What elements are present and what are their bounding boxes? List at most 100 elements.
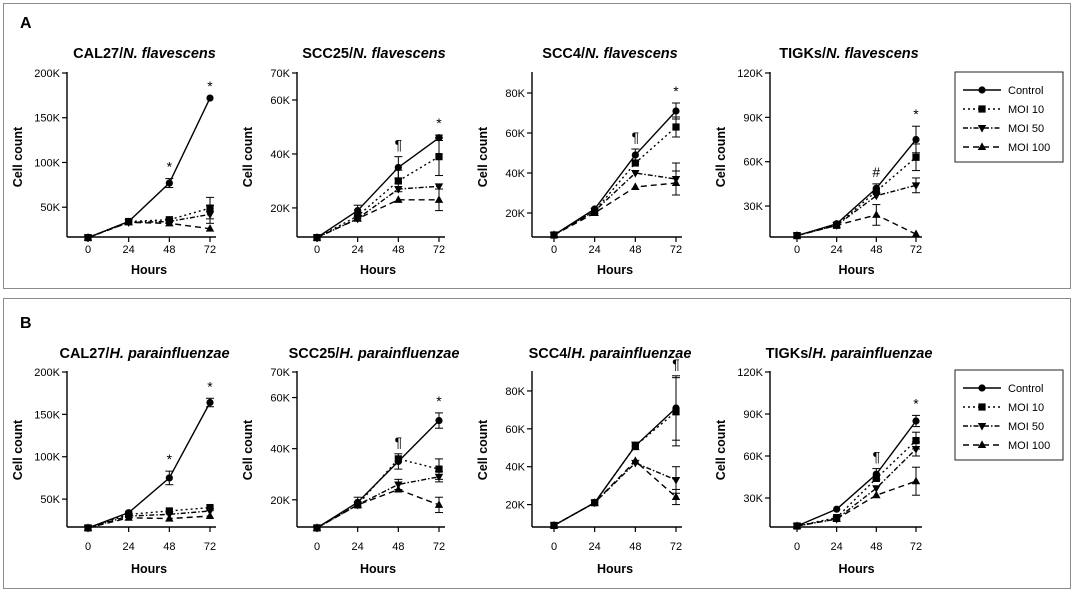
data-point — [833, 505, 841, 513]
data-point — [832, 514, 841, 522]
x-axis-label: Hours — [360, 263, 396, 277]
legend-marker — [978, 384, 986, 392]
y-tick-label: 80K — [505, 386, 525, 398]
x-tick-label: 24 — [831, 244, 843, 256]
series-moi-50 — [792, 441, 921, 531]
legend-item-moi-50: MOI 50 — [963, 421, 1044, 433]
series-line — [316, 137, 440, 239]
data-point — [671, 492, 681, 501]
series-line — [553, 182, 677, 236]
series-moi-10 — [84, 196, 214, 242]
data-point — [631, 442, 639, 450]
chart-title-cell: TIGKs/ — [766, 346, 813, 362]
data-point — [872, 474, 880, 482]
legend-marker — [978, 403, 986, 411]
x-tick-label: 24 — [123, 541, 135, 553]
legend-label: MOI 50 — [1008, 421, 1044, 433]
data-point — [312, 233, 322, 241]
series-line — [87, 402, 211, 529]
series-line — [796, 480, 917, 527]
y-tick-label: 30K — [743, 201, 763, 213]
y-tick-label: 60K — [270, 393, 290, 405]
series-control — [313, 412, 443, 532]
legend-marker — [978, 86, 986, 94]
data-point — [631, 151, 639, 159]
legend-item-moi-10: MOI 10 — [963, 104, 1044, 116]
data-point — [671, 178, 681, 186]
data-point — [672, 408, 680, 416]
x-tick-label: 48 — [392, 244, 404, 256]
x-axis-label: Hours — [597, 263, 633, 277]
y-tick-label: 40K — [505, 168, 525, 180]
series-control — [793, 125, 920, 240]
series-line — [87, 515, 211, 529]
series-moi-10 — [550, 377, 680, 530]
significance-marker: ¶ — [395, 137, 403, 153]
series-moi-100 — [83, 217, 215, 241]
panel-b-label: B — [20, 315, 32, 332]
series-line — [87, 506, 211, 529]
y-axis-label: Cell count — [476, 126, 490, 187]
chart-title-species: H. parainfluenzae — [571, 346, 691, 362]
data-point — [435, 465, 443, 473]
series-line — [796, 214, 917, 237]
data-point — [911, 229, 921, 238]
data-point — [912, 135, 920, 144]
series-moi-100 — [549, 170, 681, 238]
x-tick-label: 72 — [910, 541, 922, 553]
data-point — [83, 233, 93, 241]
significance-marker: * — [167, 451, 173, 467]
significance-marker: # — [872, 164, 880, 180]
y-tick-label: 20K — [505, 500, 525, 512]
chart-title: SCC4/N. flavescens — [542, 46, 677, 62]
x-axis-label: Hours — [360, 562, 396, 576]
significance-marker: * — [207, 378, 213, 394]
series-line — [796, 139, 917, 237]
series-line — [553, 110, 677, 236]
data-point — [590, 498, 599, 506]
series-control — [84, 94, 214, 242]
x-tick-label: 48 — [392, 541, 404, 553]
data-point — [206, 503, 214, 512]
y-tick-label: 60K — [270, 95, 290, 107]
significance-marker: ¶ — [672, 356, 680, 372]
legend-marker — [977, 423, 987, 431]
data-point — [549, 230, 559, 238]
chart-title-cell: CAL27/ — [59, 346, 109, 362]
legend-label: MOI 50 — [1008, 123, 1044, 135]
significance-marker: ¶ — [395, 434, 403, 450]
y-tick-label: 30K — [743, 493, 763, 505]
chart-title: SCC4/H. parainfluenzae — [529, 346, 692, 362]
series-line — [796, 420, 917, 527]
x-axis-label: Hours — [597, 562, 633, 576]
data-point — [206, 398, 214, 407]
chart-scc25-b: SCC25/H. parainfluenzae 20K 40K 60K 70K 0 24 48… — [241, 346, 459, 576]
series-moi-10 — [793, 431, 920, 530]
chart-scc4-b: SCC4/H. parainfluenzae 20K 40K 60K 80K 0 24 48 7… — [476, 346, 691, 576]
x-tick-label: 72 — [433, 244, 445, 256]
chart-title-species: H. parainfluenzae — [339, 346, 459, 362]
chart-tigks-a: TIGKs/N. flavescens 30K 60K 90K 120K 0 24 48 72 H… — [714, 46, 922, 277]
data-point — [911, 446, 921, 454]
chart-scc4-a: SCC4/N. flavescens 20K 40K 60K 80K 0 24 48 72 Hou… — [476, 46, 682, 277]
data-point — [394, 177, 402, 185]
y-tick-label: 50K — [40, 202, 60, 214]
data-point — [792, 231, 802, 239]
data-point — [165, 218, 174, 227]
chart-title-cell: SCC4/ — [542, 46, 585, 62]
x-tick-label: 0 — [85, 244, 91, 256]
data-point — [549, 520, 559, 529]
series-line — [553, 172, 677, 236]
y-axis-label: Cell count — [714, 126, 728, 187]
data-point — [631, 170, 640, 178]
data-point — [165, 507, 173, 515]
data-point — [631, 182, 640, 190]
chart-title: SCC25/H. parainfluenzae — [289, 346, 460, 362]
y-tick-label: 80K — [505, 88, 525, 100]
data-point — [206, 94, 214, 102]
x-axis-label: Hours — [131, 263, 167, 277]
series-moi-50 — [312, 471, 444, 533]
panel-a-label: A — [20, 15, 32, 32]
data-point — [912, 417, 920, 425]
